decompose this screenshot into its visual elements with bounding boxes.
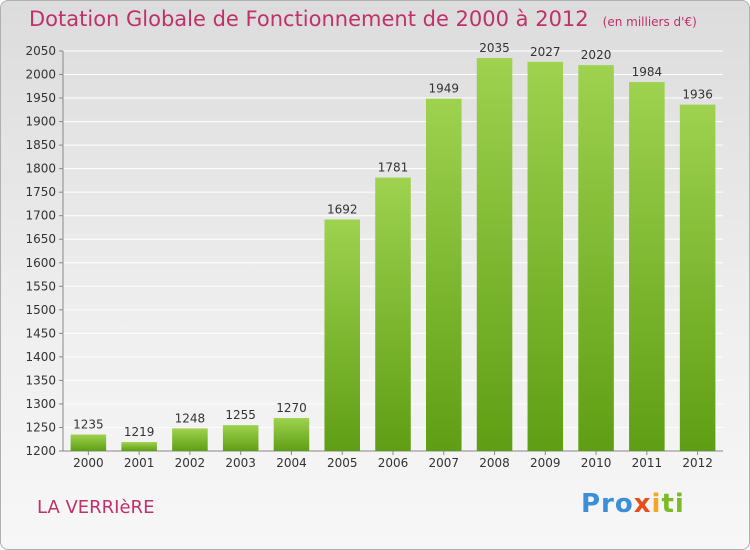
y-tick-label: 2050	[25, 44, 56, 58]
bar-2003	[222, 425, 259, 451]
y-tick-label: 1900	[25, 115, 56, 129]
bar-2004	[273, 418, 310, 451]
x-tick-label-2008: 2008	[479, 456, 510, 470]
x-tick-label-2001: 2001	[124, 456, 155, 470]
y-tick-label: 1950	[25, 91, 56, 105]
value-label-2007: 1949	[428, 82, 459, 96]
commune-name: LA VERRIèRE	[37, 497, 155, 518]
x-tick-label-2006: 2006	[378, 456, 409, 470]
x-tick-label-2010: 2010	[581, 456, 612, 470]
value-label-2006: 1781	[378, 161, 409, 175]
y-tick-label: 1200	[25, 444, 56, 458]
value-label-2000: 1235	[73, 418, 104, 432]
x-tick-label-2003: 2003	[225, 456, 256, 470]
bar-2000	[70, 434, 107, 451]
value-label-2010: 2020	[581, 48, 612, 62]
bar-2009	[527, 61, 564, 452]
y-tick-label: 2000	[25, 68, 56, 82]
x-tick-label-2002: 2002	[175, 456, 206, 470]
y-tick-label: 1350	[25, 373, 56, 387]
value-label-2008: 2035	[479, 41, 510, 55]
value-labels: 1235 1219 1248 1255 1270 1692 1781 1949 2035 2027…	[73, 41, 713, 439]
bar-2012	[679, 104, 716, 451]
y-tick-label: 1700	[25, 209, 56, 223]
value-label-2003: 1255	[225, 408, 256, 422]
y-tick-label: 1300	[25, 397, 56, 411]
bar-2001	[121, 442, 157, 451]
x-tick-labels: 2000 2001 2002 2003 2004 2005 2006 2007 2008 2009…	[73, 451, 713, 470]
value-label-2001: 1219	[124, 425, 155, 439]
bar-2010	[578, 65, 614, 451]
value-label-2005: 1692	[327, 202, 358, 216]
x-tick-label-2000: 2000	[73, 456, 104, 470]
value-label-2002: 1248	[175, 411, 206, 425]
y-tick-label: 1650	[25, 232, 56, 246]
bar-2006	[375, 177, 411, 451]
x-tick-label-2005: 2005	[327, 456, 358, 470]
y-tick-label: 1550	[25, 279, 56, 293]
bar-2002	[172, 428, 208, 451]
x-tick-label-2011: 2011	[632, 456, 663, 470]
value-label-2009: 2027	[530, 45, 561, 59]
y-tick-label: 1250	[25, 420, 56, 434]
y-tick-label: 1450	[25, 326, 56, 340]
y-tick-label: 1850	[25, 138, 56, 152]
x-tick-label-2007: 2007	[428, 456, 459, 470]
value-label-2011: 1984	[632, 65, 663, 79]
bar-2008	[476, 58, 513, 451]
x-tick-label-2012: 2012	[682, 456, 713, 470]
bar-2005	[324, 219, 360, 451]
bars	[70, 58, 716, 452]
y-tick-label: 1750	[25, 185, 56, 199]
x-tick-label-2004: 2004	[276, 456, 307, 470]
chart-subtitle: (en milliers d'€)	[602, 15, 697, 29]
bar-2011	[629, 82, 665, 451]
y-tick-label: 1800	[25, 162, 56, 176]
y-tick-labels: 1200 1250 1300 1350 1400 1450 1500 1550 1600 1650…	[25, 44, 56, 458]
value-label-2004: 1270	[276, 401, 307, 415]
y-tick-label: 1600	[25, 256, 56, 270]
bar-2007	[426, 98, 462, 451]
y-tick-label: 1400	[25, 350, 56, 364]
value-label-2012: 1936	[682, 88, 713, 102]
x-tick-label-2009: 2009	[530, 456, 561, 470]
chart-title: Dotation Globale de Fonctionnement de 20…	[29, 7, 697, 31]
y-tick-label: 1500	[25, 303, 56, 317]
proxiti-logo[interactable]: Proxiti	[581, 489, 685, 519]
